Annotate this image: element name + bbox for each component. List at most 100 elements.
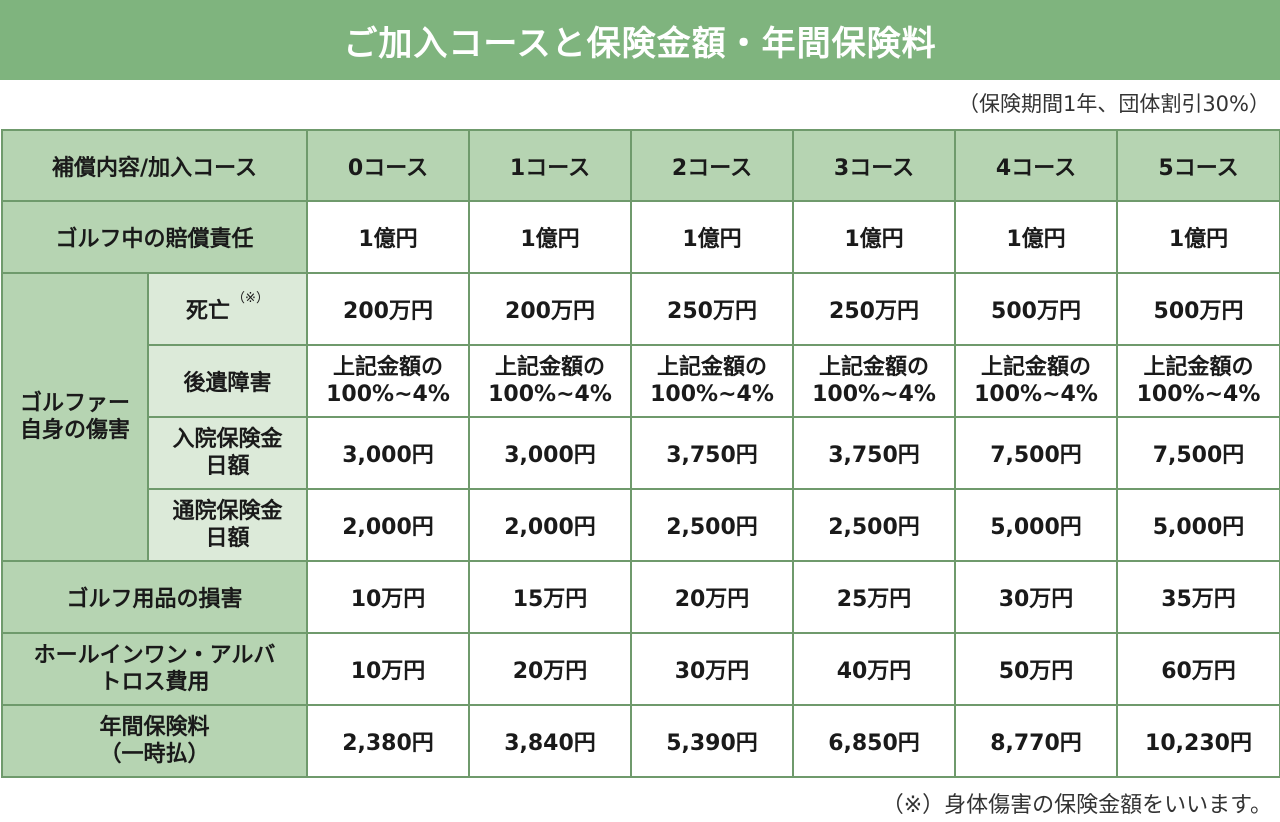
outpatient-label-line2: 日額 — [205, 526, 250, 551]
outpatient-label-line1: 通院保険金 — [172, 499, 283, 524]
injury-group-line2: 自身の傷害 — [19, 418, 130, 443]
death-value: 200万円 — [306, 272, 470, 346]
hospital-value: 3,000円 — [468, 416, 632, 490]
equipment-value: 10万円 — [306, 560, 470, 634]
hospital-label-line2: 日額 — [205, 454, 250, 479]
premium-value: 5,390円 — [630, 704, 794, 778]
disability-value-line1: 上記金額の — [656, 355, 767, 380]
outpatient-label: 通院保険金 日額 — [147, 488, 308, 562]
death-value: 200万円 — [468, 272, 632, 346]
death-label-text: 死亡 — [186, 299, 231, 324]
disability-value-line1: 上記金額の — [494, 355, 605, 380]
premium-label-line1: 年間保険料 — [99, 715, 210, 740]
equipment-value: 25万円 — [792, 560, 956, 634]
disability-value-line2: 100%~4% — [326, 382, 450, 407]
course-0-header: 0コース — [306, 129, 470, 202]
disability-value: 上記金額の 100%~4% — [792, 344, 956, 418]
liability-label: ゴルフ中の賠償責任 — [1, 200, 308, 274]
hole-in-one-value: 20万円 — [468, 632, 632, 706]
premium-label: 年間保険料 （一時払） — [1, 704, 308, 778]
death-value: 250万円 — [792, 272, 956, 346]
hospital-value: 3,000円 — [306, 416, 470, 490]
footnote: （※）身体傷害の保険金額をいいます。 — [881, 793, 1272, 818]
course-2-header: 2コース — [630, 129, 794, 202]
course-5-header: 5コース — [1116, 129, 1280, 202]
liability-value: 1億円 — [306, 200, 470, 274]
disability-value-line2: 100%~4% — [650, 382, 774, 407]
liability-value: 1億円 — [630, 200, 794, 274]
premium-row: 年間保険料 （一時払） 2,380円 3,840円 5,390円 6,850円 8… — [1, 704, 1280, 778]
hospital-value: 7,500円 — [954, 416, 1118, 490]
death-value: 250万円 — [630, 272, 794, 346]
liability-value: 1億円 — [954, 200, 1118, 274]
course-1-header: 1コース — [468, 129, 632, 202]
death-value: 500万円 — [954, 272, 1118, 346]
coverage-table: 補償内容/加入コース 0コース 1コース 2コース 3コース 4コース 5コース… — [1, 129, 1280, 778]
insurance-period-note: （保険期間1年、団体割引30%） — [957, 92, 1270, 116]
hospital-label-line1: 入院保険金 — [172, 427, 283, 452]
disability-value: 上記金額の 100%~4% — [306, 344, 470, 418]
death-value: 500万円 — [1116, 272, 1280, 346]
outpatient-value: 2,500円 — [792, 488, 956, 562]
disability-value: 上記金額の 100%~4% — [468, 344, 632, 418]
hole-in-one-label: ホールインワン・アルバ トロス費用 — [1, 632, 308, 706]
course-4-header: 4コース — [954, 129, 1118, 202]
page-title: ご加入コースと保険金額・年間保険料 — [343, 23, 937, 64]
hole-in-one-value: 40万円 — [792, 632, 956, 706]
hospital-value: 3,750円 — [630, 416, 794, 490]
outpatient-value: 2,000円 — [306, 488, 470, 562]
disability-value-line1: 上記金額の — [1143, 355, 1254, 380]
outpatient-row: 通院保険金 日額 2,000円 2,000円 2,500円 2,500円 5,00… — [2, 488, 1280, 562]
hole-in-one-value: 50万円 — [954, 632, 1118, 706]
outpatient-value: 2,000円 — [468, 488, 632, 562]
death-label: 死亡（※） — [147, 272, 308, 346]
death-row: ゴルファー 自身の傷害 死亡（※） 200万円 200万円 250万円 250万… — [1, 272, 1280, 562]
disability-value-line1: 上記金額の — [818, 355, 929, 380]
outpatient-value: 2,500円 — [630, 488, 794, 562]
disability-value: 上記金額の 100%~4% — [954, 344, 1118, 418]
disability-row: 後遺障害 上記金額の 100%~4% 上記金額の 100%~4% 上記金額の 100%… — [2, 344, 1280, 418]
equipment-row: ゴルフ用品の損害 10万円 15万円 20万円 25万円 30万円 35万円 — [1, 560, 1280, 634]
premium-value: 2,380円 — [306, 704, 470, 778]
disability-value-line2: 100%~4% — [1136, 382, 1261, 407]
equipment-value: 20万円 — [630, 560, 794, 634]
liability-value: 1億円 — [1116, 200, 1280, 274]
header-row: 補償内容/加入コース 0コース 1コース 2コース 3コース 4コース 5コース — [1, 129, 1280, 202]
hospital-row: 入院保険金 日額 3,000円 3,000円 3,750円 3,750円 7,50… — [2, 416, 1280, 490]
hole-in-one-row: ホールインワン・アルバ トロス費用 10万円 20万円 30万円 40万円 50万… — [1, 632, 1280, 706]
hole-in-one-value: 60万円 — [1116, 632, 1280, 706]
equipment-value: 30万円 — [954, 560, 1118, 634]
premium-label-line2: （一時払） — [99, 742, 210, 767]
disability-value-line2: 100%~4% — [812, 382, 936, 407]
hospital-value: 7,500円 — [1116, 416, 1280, 490]
outpatient-value: 5,000円 — [1116, 488, 1280, 562]
hospital-label: 入院保険金 日額 — [147, 416, 308, 490]
liability-row: ゴルフ中の賠償責任 1億円 1億円 1億円 1億円 1億円 1億円 — [1, 200, 1280, 274]
footnote-mark: （※） — [232, 291, 269, 306]
injury-group-label: ゴルファー 自身の傷害 — [1, 272, 149, 562]
equipment-value: 35万円 — [1116, 560, 1280, 634]
disability-value-line1: 上記金額の — [332, 355, 443, 380]
disability-value: 上記金額の 100%~4% — [1116, 344, 1280, 418]
outpatient-value: 5,000円 — [954, 488, 1118, 562]
course-3-header: 3コース — [792, 129, 956, 202]
premium-value: 3,840円 — [468, 704, 632, 778]
hole-in-one-label-line1: ホールインワン・アルバ — [33, 643, 276, 668]
premium-value: 6,850円 — [792, 704, 956, 778]
disability-value-line2: 100%~4% — [488, 382, 612, 407]
liability-value: 1億円 — [468, 200, 632, 274]
equipment-value: 15万円 — [468, 560, 632, 634]
disability-label: 後遺障害 — [147, 344, 308, 418]
hole-in-one-value: 30万円 — [630, 632, 794, 706]
hospital-value: 3,750円 — [792, 416, 956, 490]
disability-value: 上記金額の 100%~4% — [630, 344, 794, 418]
title-bar: ご加入コースと保険金額・年間保険料 — [0, 0, 1280, 80]
header-label: 補償内容/加入コース — [1, 129, 308, 202]
equipment-label: ゴルフ用品の損害 — [1, 560, 308, 634]
hole-in-one-value: 10万円 — [306, 632, 470, 706]
premium-value: 10,230円 — [1116, 704, 1280, 778]
injury-group-line1: ゴルファー — [19, 391, 130, 416]
hole-in-one-label-line2: トロス費用 — [99, 670, 210, 695]
premium-value: 8,770円 — [954, 704, 1118, 778]
disability-value-line2: 100%~4% — [974, 382, 1098, 407]
